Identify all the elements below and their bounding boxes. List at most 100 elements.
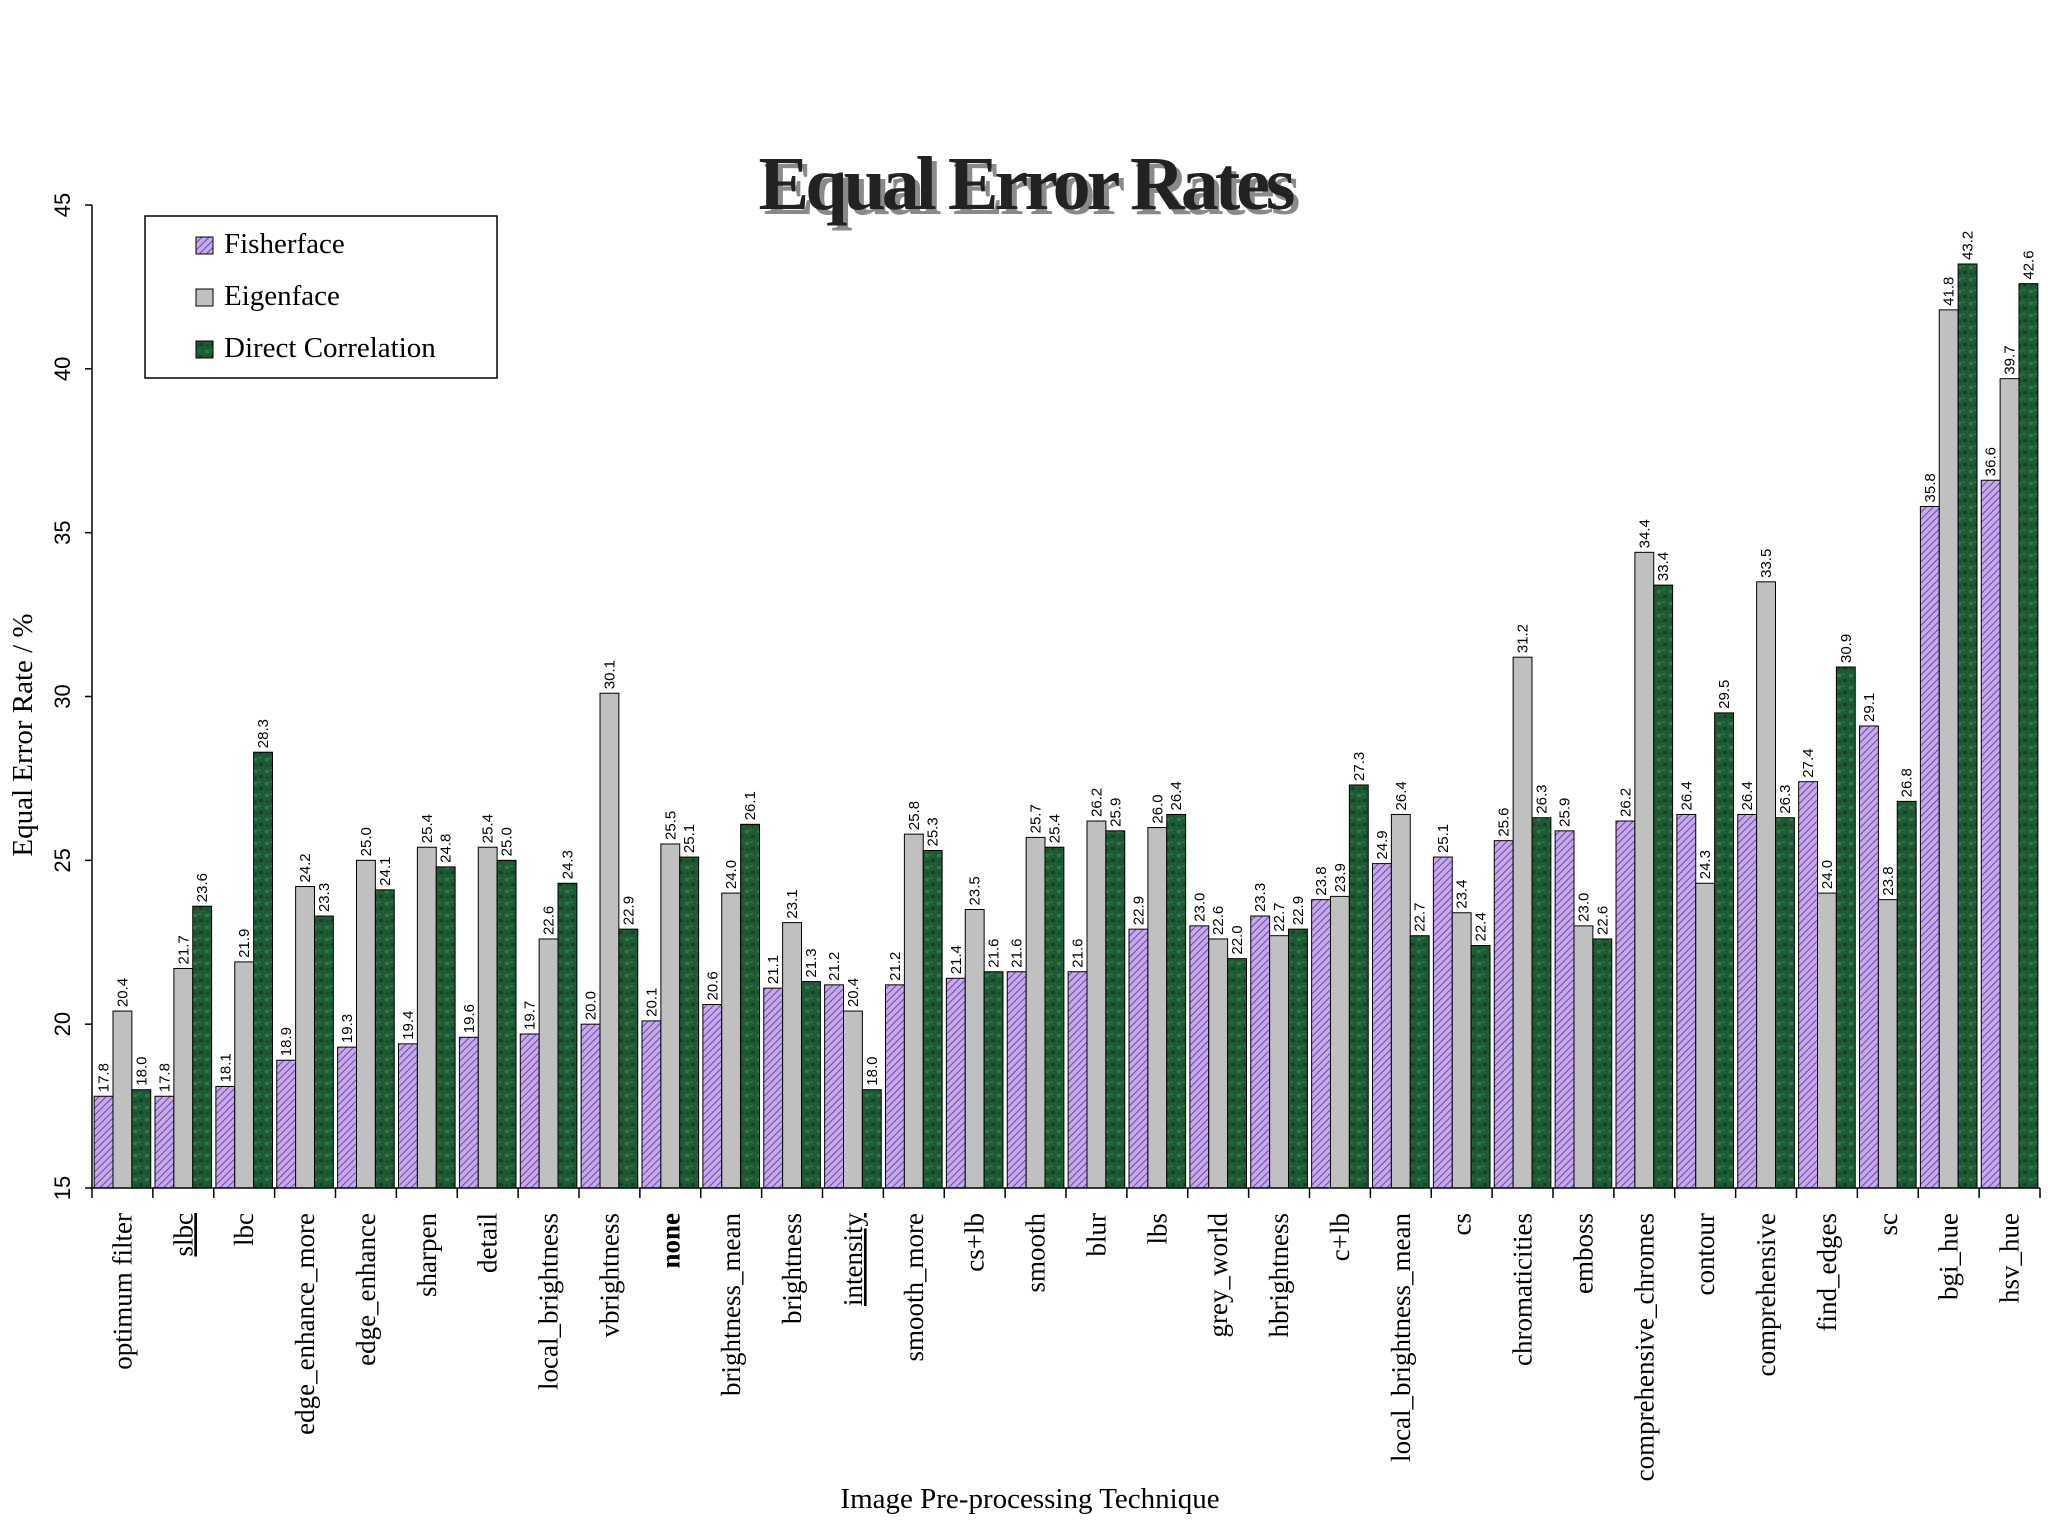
bar-direct-correlation xyxy=(1348,784,1369,1189)
bar-fisherface xyxy=(1676,813,1697,1189)
data-label-direct-correlation: 24.8 xyxy=(438,834,455,863)
bar-eigenface xyxy=(1390,813,1411,1189)
data-label-direct-correlation: 23.6 xyxy=(194,873,211,902)
data-label-fisherface: 27.4 xyxy=(1800,748,1817,777)
data-label-fisherface: 26.2 xyxy=(1617,788,1634,817)
data-label-direct-correlation: 22.9 xyxy=(1290,896,1307,925)
x-category-label: hsv_hue xyxy=(1995,1213,2025,1303)
x-category-label: bgi_hue xyxy=(1934,1213,1964,1300)
bar-eigenface xyxy=(1086,820,1107,1189)
bar-direct-correlation xyxy=(131,1089,152,1189)
bar-fisherface xyxy=(337,1046,358,1189)
bar-fisherface xyxy=(1189,925,1210,1189)
bar-direct-correlation xyxy=(1227,958,1247,1189)
data-label-direct-correlation: 26.8 xyxy=(1899,768,1916,797)
data-label-fisherface: 21.6 xyxy=(1070,939,1087,968)
data-label-direct-correlation: 25.4 xyxy=(1046,814,1063,843)
bar-fisherface xyxy=(1615,820,1636,1189)
bar-direct-correlation xyxy=(740,823,760,1189)
y-axis-title: Equal Error Rate / % xyxy=(7,613,39,856)
data-label-fisherface: 19.6 xyxy=(461,1004,478,1033)
bar-eigenface xyxy=(599,692,620,1189)
bar-direct-correlation xyxy=(557,882,578,1189)
data-label-eigenface: 21.9 xyxy=(236,929,253,958)
bar-direct-correlation xyxy=(983,971,1004,1189)
chart-title-shadow: Equal Error Rates xyxy=(764,147,1299,231)
bar-direct-correlation xyxy=(374,889,395,1189)
bar-eigenface xyxy=(1938,309,1959,1189)
bar-direct-correlation xyxy=(618,928,639,1189)
bar-eigenface xyxy=(1451,912,1472,1189)
bar-direct-correlation xyxy=(253,751,273,1189)
data-label-fisherface: 21.2 xyxy=(887,952,904,981)
data-label-eigenface: 31.2 xyxy=(1515,624,1532,653)
bar-eigenface xyxy=(1756,581,1776,1189)
bar-eigenface xyxy=(1330,895,1350,1189)
bar-direct-correlation xyxy=(800,981,821,1189)
x-category-label: lbs xyxy=(1142,1213,1172,1245)
x-category-label: sc xyxy=(1873,1213,1903,1236)
data-label-eigenface: 22.6 xyxy=(541,906,558,935)
bar-fisherface xyxy=(1250,915,1271,1189)
x-category-label: brightness_mean xyxy=(716,1213,746,1396)
x-category-label: smooth xyxy=(1021,1213,1051,1293)
data-label-direct-correlation: 21.3 xyxy=(803,948,820,977)
data-label-direct-correlation: 23.3 xyxy=(316,883,333,912)
data-label-direct-correlation: 25.3 xyxy=(925,817,942,846)
bar-direct-correlation xyxy=(1774,817,1795,1189)
bar-eigenface xyxy=(1817,892,1837,1189)
x-category-label: vbrightness xyxy=(594,1213,624,1338)
bar-fisherface xyxy=(1372,863,1392,1189)
x-category-label: c+lb xyxy=(1325,1213,1355,1261)
bar-direct-correlation xyxy=(1409,935,1430,1189)
bar-eigenface xyxy=(416,846,437,1189)
data-label-eigenface: 24.3 xyxy=(1697,850,1714,879)
bar-direct-correlation xyxy=(679,856,700,1189)
bar-eigenface xyxy=(721,892,742,1189)
bar-fisherface xyxy=(1311,899,1332,1189)
data-label-direct-correlation: 24.3 xyxy=(559,850,576,879)
bar-direct-correlation xyxy=(1653,584,1674,1189)
x-category-label: blur xyxy=(1081,1213,1111,1257)
data-label-fisherface: 25.6 xyxy=(1496,807,1513,836)
bar-eigenface xyxy=(1695,882,1716,1189)
y-tick-label: 40 xyxy=(50,357,75,381)
data-label-fisherface: 21.2 xyxy=(826,952,843,981)
data-label-direct-correlation: 24.1 xyxy=(377,857,394,886)
data-label-fisherface: 29.1 xyxy=(1861,693,1878,722)
data-label-fisherface: 25.1 xyxy=(1435,824,1452,853)
x-category-label: edge_enhance_more xyxy=(290,1213,320,1435)
x-category-label: smooth_more xyxy=(899,1213,929,1362)
data-label-fisherface: 23.3 xyxy=(1252,883,1269,912)
data-label-eigenface: 33.5 xyxy=(1758,549,1775,578)
bar-eigenface xyxy=(112,1010,133,1189)
legend-label-direct-correlation: Direct Correlation xyxy=(224,332,436,364)
bar-eigenface xyxy=(477,846,498,1189)
bar-direct-correlation xyxy=(1531,817,1552,1189)
x-category-label: contour xyxy=(1690,1213,1720,1295)
bar-eigenface xyxy=(538,938,559,1189)
data-label-fisherface: 26.4 xyxy=(1739,781,1756,810)
bar-direct-correlation xyxy=(1896,800,1917,1189)
x-category-label: none xyxy=(655,1213,685,1269)
x-category-label: lbc xyxy=(229,1213,259,1246)
data-label-fisherface: 36.6 xyxy=(1983,447,2000,476)
y-tick-label: 20 xyxy=(50,1012,75,1036)
x-category-label: hbrightness xyxy=(1264,1213,1294,1338)
bar-eigenface xyxy=(1269,935,1289,1189)
data-label-direct-correlation: 18.0 xyxy=(133,1056,150,1085)
bar-direct-correlation xyxy=(435,866,456,1189)
bar-eigenface xyxy=(356,859,376,1189)
bar-direct-correlation xyxy=(1592,938,1613,1189)
data-label-fisherface: 26.4 xyxy=(1678,781,1695,810)
legend: Fisherface Eigenface Direct Correlation xyxy=(144,215,498,379)
data-label-direct-correlation: 26.1 xyxy=(742,791,759,820)
data-label-eigenface: 30.1 xyxy=(601,660,618,689)
bar-eigenface xyxy=(1208,938,1229,1189)
bar-direct-correlation xyxy=(1835,666,1856,1189)
x-category-label: intensity xyxy=(838,1213,868,1306)
bar-fisherface xyxy=(945,977,966,1189)
bar-eigenface xyxy=(660,843,681,1189)
data-label-fisherface: 22.9 xyxy=(1130,896,1147,925)
